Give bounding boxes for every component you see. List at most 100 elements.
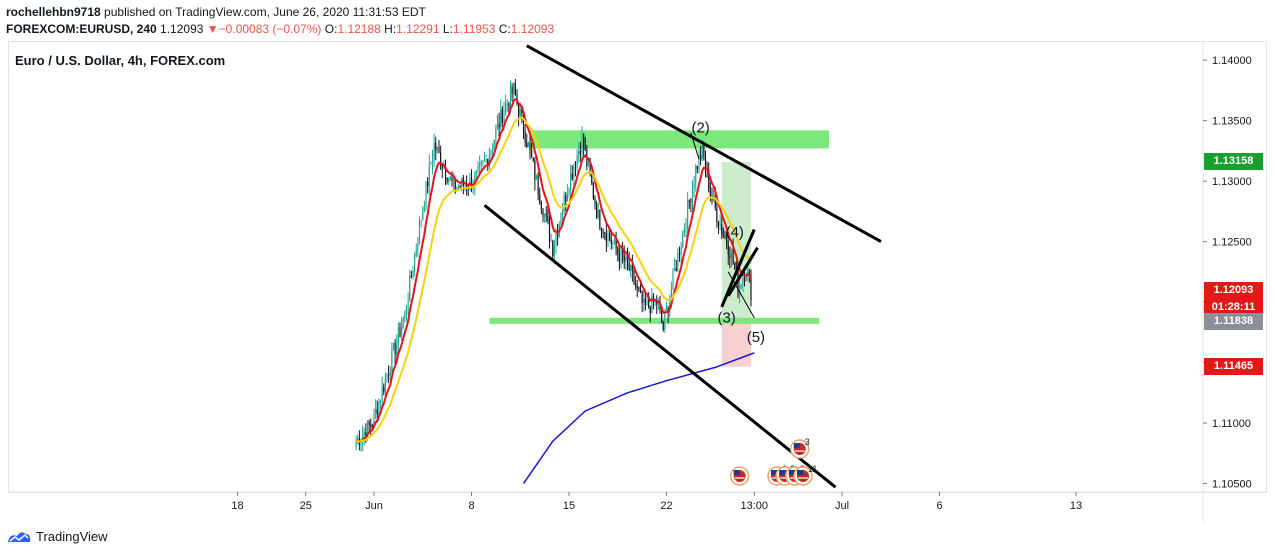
ema-slow-line [355, 116, 752, 443]
candle-body [628, 262, 630, 271]
candle-body [553, 245, 555, 257]
candle-body [682, 232, 684, 247]
candle-body [518, 103, 520, 116]
candle-body [412, 270, 414, 277]
tradingview-logo-icon [8, 531, 31, 542]
candle-body [397, 327, 399, 343]
candle-body [539, 194, 541, 204]
candle-body [542, 209, 544, 217]
candle-body [381, 387, 383, 401]
candle-body [540, 203, 542, 210]
candle-body [431, 159, 434, 164]
candle-body [422, 211, 424, 221]
candle-body [516, 94, 518, 104]
candle-body [487, 158, 489, 167]
candle-body [529, 143, 531, 151]
candle-body [466, 185, 468, 189]
candle-body [615, 238, 617, 249]
candle-body [745, 275, 747, 282]
wave-line [720, 228, 756, 308]
candle-body [488, 155, 490, 167]
candle-body [365, 431, 367, 439]
candle-body [701, 142, 703, 160]
candle-body [399, 327, 401, 337]
time-tick-label: 8 [468, 500, 474, 512]
last-price: 1.12093 [160, 22, 204, 36]
time-tick-label: 25 [300, 500, 312, 512]
candle-body [362, 435, 364, 441]
candle-body [657, 303, 659, 305]
candle-body [366, 421, 369, 439]
candle-body [643, 298, 645, 304]
candle-body [630, 265, 632, 271]
candle-body [534, 160, 536, 180]
candle-body [427, 181, 429, 187]
candle-body [584, 147, 586, 150]
wave-label: (4) [726, 224, 744, 241]
time-tick-label: 13:00 [740, 500, 768, 512]
candle-body [514, 83, 516, 95]
candle-body [729, 254, 731, 259]
candle-body [704, 157, 707, 170]
candle-body [739, 285, 741, 296]
candle-body [474, 175, 476, 187]
candle-body [505, 103, 507, 112]
candle-body [687, 200, 689, 227]
candle-body [378, 401, 380, 415]
candle-body [563, 195, 565, 212]
time-tick-label: 22 [660, 500, 672, 512]
low-label: L: [442, 22, 453, 36]
candle-body [678, 252, 681, 255]
candle-body [574, 167, 577, 169]
time-tick-label: Jul [835, 500, 849, 512]
candle-body [618, 252, 620, 262]
event-count: 11 [808, 464, 817, 474]
candle-body [501, 109, 503, 123]
price-tag: 1.13158 [1204, 153, 1263, 170]
candle-body [607, 233, 609, 242]
wave-label: (5) [747, 329, 765, 346]
economic-event-icon [729, 466, 750, 486]
candle-body [355, 441, 357, 448]
candle-body [596, 204, 598, 218]
close-value: 1.12093 [510, 22, 555, 36]
candle-body [498, 123, 500, 128]
economic-event-icon [793, 466, 813, 486]
candle-body [626, 255, 629, 263]
candle-body [589, 161, 591, 174]
candle-body [648, 300, 650, 308]
candle-body [727, 244, 729, 255]
candle-body [456, 187, 458, 191]
candle-body [555, 234, 557, 246]
time-tick-label: 6 [936, 500, 942, 512]
candle-body [531, 150, 533, 158]
candle-body [724, 235, 726, 238]
candle-body [513, 83, 515, 95]
candle-body [509, 86, 512, 108]
candle-body [623, 255, 625, 261]
candle-body [690, 200, 692, 203]
candle-body [401, 326, 403, 337]
publisher-name: rochellehbn9718 [6, 5, 101, 19]
candle-body [670, 288, 672, 299]
candle-body [383, 387, 385, 392]
publish-info: rochellehbn9718 published on TradingView… [6, 5, 426, 19]
candle-body [500, 109, 502, 128]
candle-body [743, 278, 746, 282]
candle-body [464, 185, 466, 187]
candle-body [672, 270, 674, 289]
candle-body [363, 431, 365, 436]
candle-body [652, 295, 655, 303]
wave-line [727, 271, 755, 319]
wave-label: (3) [717, 310, 735, 327]
candle-body [503, 111, 505, 123]
candle-body [430, 163, 432, 165]
price-tag: 1.11838 [1204, 312, 1263, 330]
candle-body [537, 174, 539, 195]
candle-body [613, 238, 616, 244]
candle-body [622, 248, 624, 256]
tradingview-brand[interactable]: TradingView [6, 529, 108, 544]
flag-canton [793, 443, 800, 448]
candle-body [375, 409, 377, 413]
